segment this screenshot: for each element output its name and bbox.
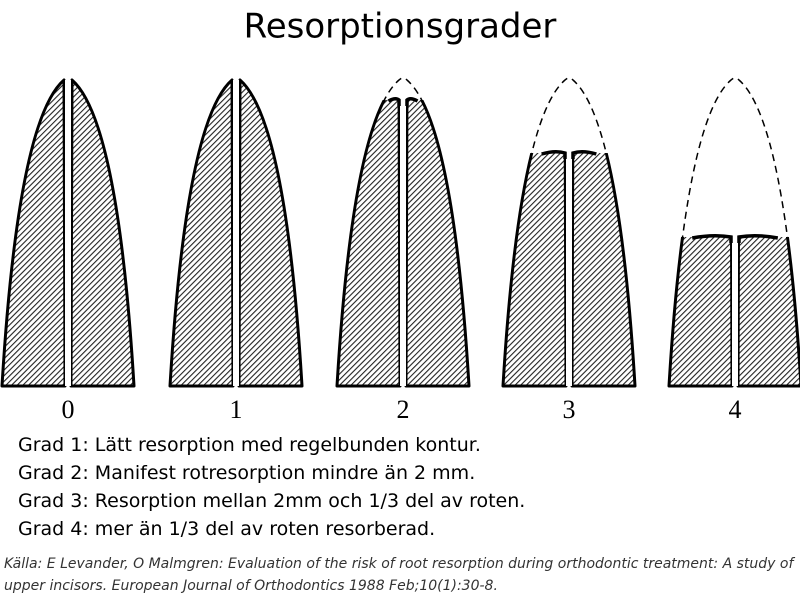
description: Grad 4: mer än 1/3 del av roten resorber…: [18, 518, 436, 540]
tooth: 0: [0, 78, 136, 424]
root-half: [501, 153, 568, 388]
figure-label: 2: [397, 395, 410, 424]
root-half: [667, 237, 734, 388]
description: Grad 3: Resorption mellan 2mm och 1/3 de…: [18, 490, 526, 512]
figure-label: 0: [62, 395, 75, 424]
tooth: 2: [335, 77, 471, 424]
title: Resorptionsgrader: [244, 7, 557, 47]
root-half: [404, 100, 471, 388]
diagram: Resorptionsgrader 0 1 2 3 4: [0, 7, 800, 424]
resorption-edge: [691, 233, 779, 243]
root-half: [168, 78, 235, 388]
root-half: [237, 78, 304, 388]
resorption-edge: [541, 149, 597, 159]
figure-label: 1: [230, 395, 243, 424]
root-half: [570, 153, 637, 388]
resorption-edge: [387, 96, 419, 106]
canal: [566, 153, 572, 386]
tooth: 3: [501, 77, 637, 424]
description: Grad 1: Lätt resorption med regelbunden …: [18, 434, 481, 456]
root-half: [0, 78, 67, 388]
canal: [233, 80, 239, 386]
canal: [732, 237, 738, 386]
root-half: [335, 100, 402, 388]
canal: [65, 80, 71, 386]
original-contour: [681, 77, 789, 237]
root-half: [736, 237, 800, 388]
source: Källa: E Levander, O Malmgren: Evaluatio…: [4, 556, 794, 594]
figure-label: 3: [563, 395, 576, 424]
canal: [400, 100, 406, 386]
figure-label: 4: [729, 395, 742, 424]
tooth: 1: [168, 78, 304, 424]
root-half: [69, 78, 136, 388]
description: Grad 2: Manifest rotresorption mindre än…: [18, 462, 476, 484]
tooth: 4: [667, 77, 800, 424]
